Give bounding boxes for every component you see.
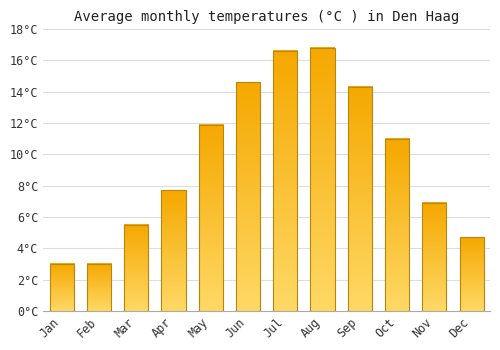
Bar [348,87,372,311]
Bar [50,264,74,311]
Bar [162,190,186,311]
Bar [198,125,223,311]
Bar [422,203,446,311]
Bar [87,264,111,311]
Bar [236,82,260,311]
Bar [385,139,409,311]
Bar [310,48,334,311]
Title: Average monthly temperatures (°C ) in Den Haag: Average monthly temperatures (°C ) in De… [74,10,460,24]
Bar [124,225,148,311]
Bar [273,51,297,311]
Bar [460,237,484,311]
